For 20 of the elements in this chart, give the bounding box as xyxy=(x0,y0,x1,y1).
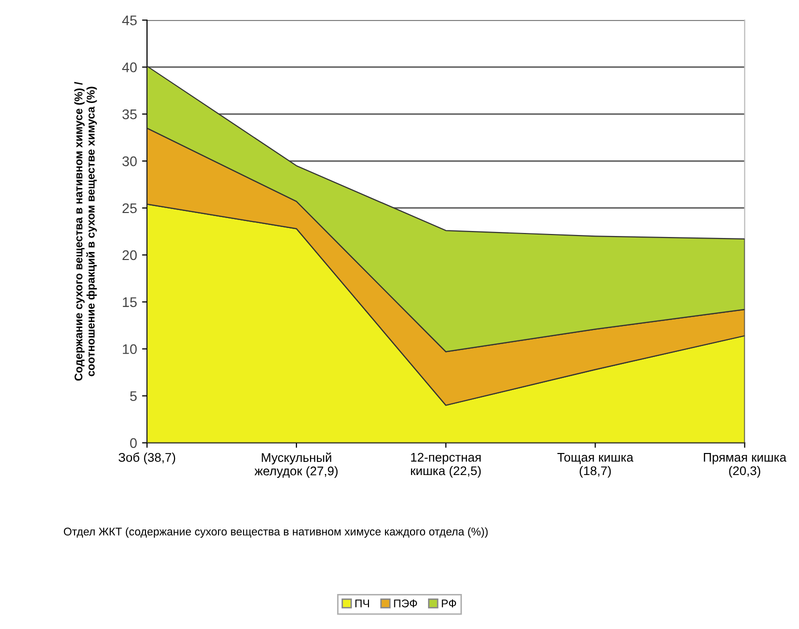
legend-label: РФ xyxy=(442,600,456,608)
x-axis-title: Отдел ЖКТ (содержание сухого вещества в нативном химусе каждого отдела (%)) xyxy=(64,527,488,538)
legend-label: ПЧ xyxy=(355,600,369,608)
y-tick-label: 30 xyxy=(122,156,137,166)
y-tick-label: 15 xyxy=(122,297,137,308)
y-tick-label: 25 xyxy=(122,203,137,214)
x-tick-label: 12-перстная кишка (22,5) xyxy=(411,452,481,478)
y-tick-label: 40 xyxy=(122,62,137,72)
legend-label: ПЭФ xyxy=(394,600,418,608)
y-tick-label: 0 xyxy=(130,438,137,448)
x-tick-label: Прямая кишка (20,3) xyxy=(704,452,786,478)
y-tick-label: 20 xyxy=(122,250,137,260)
x-tick-label: Мускульный желудок (27,9) xyxy=(254,452,338,478)
x-tick-label: Зоб (38,7) xyxy=(118,452,176,464)
y-tick-label: 45 xyxy=(122,16,137,26)
y-tick-label: 35 xyxy=(122,109,137,120)
x-tick-label: Тощая кишка (18,7) xyxy=(557,452,634,478)
y-tick-label: 5 xyxy=(130,391,137,402)
y-axis-title: Содержание сухого вещества в нативном химусе (%) / соотношение фракций в сухом веществе химуса (%) xyxy=(74,82,97,381)
y-tick-label: 10 xyxy=(122,344,137,354)
